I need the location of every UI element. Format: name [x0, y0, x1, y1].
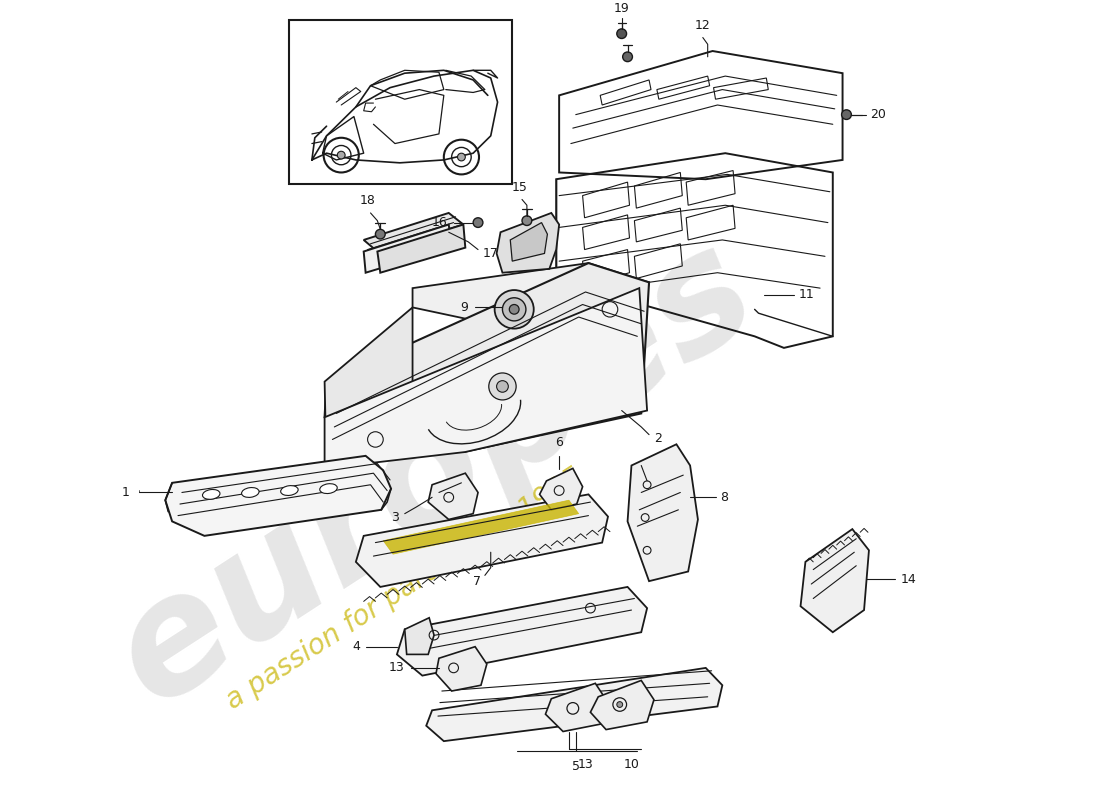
Polygon shape — [364, 213, 463, 251]
Text: 10: 10 — [624, 758, 639, 771]
Circle shape — [617, 702, 623, 707]
Text: 11: 11 — [799, 288, 814, 302]
Text: 3: 3 — [390, 511, 399, 524]
Text: 13: 13 — [389, 662, 405, 674]
Polygon shape — [356, 494, 608, 587]
Polygon shape — [364, 225, 452, 273]
Polygon shape — [436, 646, 487, 691]
Text: 17: 17 — [483, 247, 498, 260]
Polygon shape — [426, 668, 723, 741]
Polygon shape — [540, 468, 583, 510]
Polygon shape — [628, 444, 697, 581]
Polygon shape — [405, 618, 435, 654]
Polygon shape — [510, 222, 548, 261]
Circle shape — [495, 290, 534, 329]
Circle shape — [338, 151, 345, 159]
Circle shape — [488, 373, 516, 400]
Circle shape — [375, 230, 385, 239]
Polygon shape — [383, 500, 579, 554]
Circle shape — [473, 218, 483, 227]
Text: 20: 20 — [870, 108, 886, 121]
Circle shape — [496, 381, 508, 392]
Ellipse shape — [242, 487, 260, 498]
Polygon shape — [324, 263, 649, 452]
FancyBboxPatch shape — [289, 20, 513, 184]
Text: a passion for parts since 1985: a passion for parts since 1985 — [221, 463, 588, 715]
Text: 14: 14 — [900, 573, 916, 586]
Text: europes: europes — [87, 210, 782, 737]
Circle shape — [522, 216, 531, 226]
Text: 15: 15 — [513, 181, 528, 194]
Ellipse shape — [320, 484, 338, 494]
Polygon shape — [428, 473, 478, 519]
Circle shape — [503, 298, 526, 321]
Text: 4: 4 — [352, 640, 360, 653]
Text: 9: 9 — [461, 301, 469, 314]
Polygon shape — [591, 681, 653, 730]
Text: 5: 5 — [572, 761, 580, 774]
Text: 16: 16 — [432, 216, 448, 229]
Polygon shape — [397, 587, 647, 676]
Text: 2: 2 — [653, 432, 662, 445]
Polygon shape — [324, 288, 647, 468]
Text: 7: 7 — [473, 574, 481, 588]
Polygon shape — [546, 683, 608, 731]
Circle shape — [623, 52, 632, 62]
Text: 18: 18 — [360, 194, 375, 207]
Text: 8: 8 — [720, 490, 728, 504]
Text: 19: 19 — [614, 2, 629, 15]
Polygon shape — [801, 529, 869, 632]
Text: 1: 1 — [121, 486, 129, 499]
Text: 13: 13 — [578, 758, 593, 771]
Text: 6: 6 — [556, 436, 563, 449]
Circle shape — [458, 153, 465, 161]
Polygon shape — [412, 263, 649, 329]
Ellipse shape — [202, 490, 220, 499]
Polygon shape — [496, 213, 559, 273]
Polygon shape — [165, 456, 390, 536]
Circle shape — [842, 110, 851, 119]
Text: 12: 12 — [695, 18, 711, 32]
Ellipse shape — [280, 486, 298, 495]
Circle shape — [617, 29, 627, 38]
Polygon shape — [377, 225, 465, 273]
Polygon shape — [324, 307, 412, 468]
Circle shape — [509, 305, 519, 314]
